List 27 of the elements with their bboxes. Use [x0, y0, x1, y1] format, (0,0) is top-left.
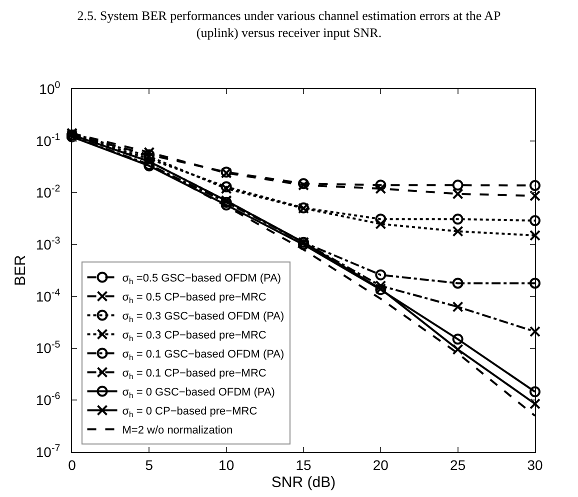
- legend-label: σ$_{h}$ = 0 CP−based pre−MRC: [122, 406, 258, 419]
- y-tick-label: 10$^{-3}$: [36, 236, 61, 252]
- x-tick-label: 15: [296, 456, 312, 473]
- y-tick-label: 10$^{-4}$: [36, 287, 61, 304]
- y-tick-label: 10$^{-2}$: [36, 184, 60, 201]
- legend-label: σ$_{h}$ = 0 GSC−based OFDM (PA): [122, 386, 275, 400]
- y-tick-label: 10$^{-7}$: [36, 443, 60, 460]
- chart-title: 2.5. System BER performances under various channel estimation errors at the AP (uplink) versus receiver input SNR.: [77, 8, 501, 40]
- y-tick-label: 10$^{-5}$: [36, 339, 61, 356]
- x-tick-label: 25: [450, 456, 466, 473]
- legend-label: σ$_{h}$ = 0.1 CP−based pre−MRC: [122, 368, 266, 381]
- y-tick-label: 10$^{-6}$: [36, 391, 61, 408]
- y-tick-label: 10$^{0}$: [39, 80, 61, 97]
- x-tick-label: 0: [68, 456, 76, 473]
- x-axis-title: SNR (dB): [271, 474, 336, 491]
- x-tick-label: 20: [372, 456, 389, 473]
- legend-label: σ$_{h}$ = 0.5 CP−based pre−MRC: [122, 292, 266, 305]
- x-tick-label: 10: [218, 456, 234, 473]
- x-tick-label: 5: [145, 456, 154, 473]
- legend-label: σ$_{h}$ = 0.3 CP−based pre−MRC: [122, 330, 266, 343]
- y-axis-title: BER: [12, 254, 30, 286]
- legend-label: σ$_{h}$ = 0.3 GSC−based OFDM (PA): [122, 310, 284, 324]
- legend-label: σ$_{h}$ = 0.1 GSC−based OFDM (PA): [122, 348, 284, 362]
- legend-label: M=2 w/o normalization: [122, 424, 233, 437]
- y-tick-label: 10$^{-1}$: [36, 132, 60, 149]
- legend-label: σ$_{h}$ =0.5 GSC−based OFDM (PA): [122, 272, 282, 286]
- x-tick-label: 30: [527, 456, 543, 473]
